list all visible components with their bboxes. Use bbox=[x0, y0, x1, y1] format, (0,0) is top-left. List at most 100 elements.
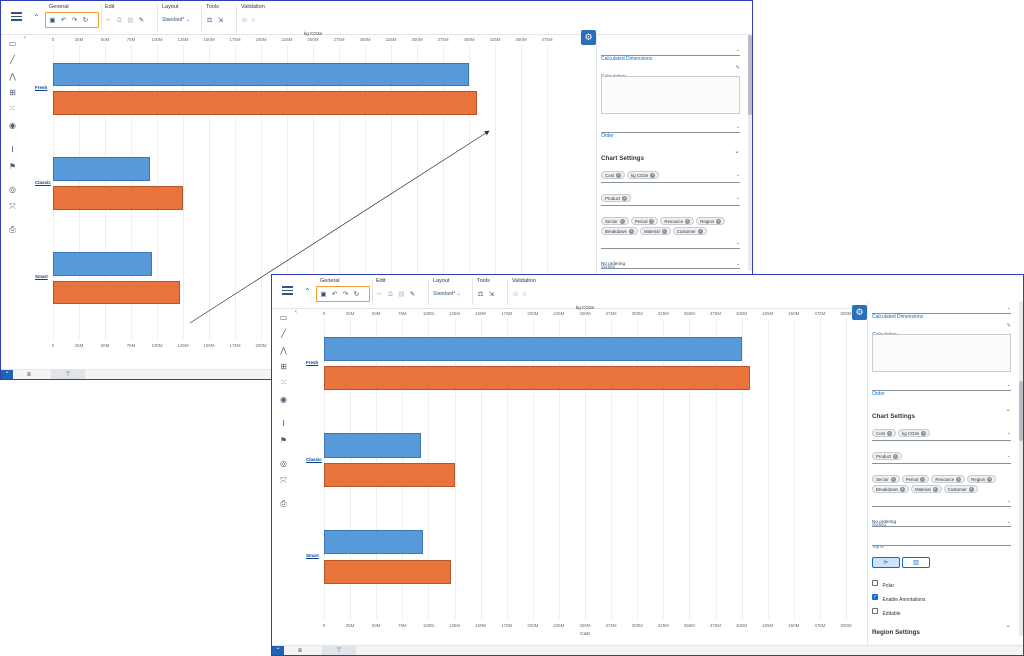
category-label[interactable]: Classic bbox=[35, 179, 51, 185]
vertical-bar-toggle[interactable]: ▥ bbox=[902, 557, 930, 568]
token[interactable]: Sector × bbox=[601, 217, 629, 225]
remove-token-icon[interactable]: × bbox=[616, 172, 622, 178]
remove-token-icon[interactable]: × bbox=[628, 228, 634, 234]
token[interactable]: Resource × bbox=[660, 217, 695, 225]
paste-icon[interactable]: ▤ bbox=[127, 17, 134, 24]
refresh-icon[interactable]: ↻ bbox=[82, 17, 89, 24]
calculation-editor[interactable] bbox=[601, 76, 740, 114]
bar-blue[interactable] bbox=[324, 336, 742, 361]
import-icon[interactable]: ⇲ bbox=[217, 17, 224, 24]
dimensions-field[interactable]: DimensionsProduct×⌄ bbox=[601, 187, 740, 207]
chevron-down-icon[interactable]: ⌄ bbox=[734, 148, 740, 155]
bar-blue[interactable] bbox=[324, 433, 422, 458]
token[interactable]: Material × bbox=[910, 485, 942, 493]
remove-token-icon[interactable]: × bbox=[661, 228, 667, 234]
token[interactable]: Product × bbox=[601, 194, 632, 202]
token[interactable]: Breakdown × bbox=[872, 485, 909, 493]
drilldown-field[interactable]: DrilldownSector×Period×Resource×Region×B… bbox=[872, 468, 1011, 508]
flag-icon[interactable]: ⚑ bbox=[8, 162, 17, 171]
import-icon[interactable]: ⇲ bbox=[488, 291, 495, 298]
category-label[interactable]: Smart bbox=[35, 274, 48, 280]
token[interactable]: Material × bbox=[639, 227, 671, 235]
bar-blue[interactable] bbox=[53, 251, 152, 276]
chevron-down-icon[interactable]: ⌄ bbox=[735, 124, 740, 130]
expand-up-icon[interactable]: ⌃ bbox=[1, 370, 13, 379]
bar-orange[interactable] bbox=[53, 186, 183, 210]
redo-icon[interactable]: ↷ bbox=[71, 17, 78, 24]
format-painter-icon[interactable]: ✎ bbox=[409, 291, 416, 298]
token[interactable]: kg CO2e × bbox=[898, 429, 931, 437]
sorting-field[interactable]: Sorting No ordering ⌄ bbox=[872, 513, 1011, 529]
tools-icon[interactable]: ⚖ bbox=[477, 291, 484, 298]
export-icon[interactable]: ⎙ bbox=[9, 225, 16, 234]
expand-up-icon[interactable]: ⌃ bbox=[272, 646, 284, 655]
chevron-down-icon[interactable]: ⌄ bbox=[735, 195, 740, 201]
token[interactable]: Product × bbox=[872, 452, 903, 460]
remove-token-icon[interactable]: × bbox=[987, 476, 993, 482]
tree-icon[interactable]: ⊤ bbox=[322, 646, 356, 655]
topn-field[interactable]: Top N bbox=[872, 535, 1011, 549]
chart-settings-header[interactable]: Chart Settings ⌄ bbox=[601, 147, 740, 162]
text-cursor-icon[interactable]: Ⅰ bbox=[282, 419, 285, 428]
calculated-dimensions-row[interactable]: Calculated Dimensions ⌄ bbox=[601, 47, 740, 62]
chevron-down-icon[interactable]: ⌄ bbox=[1005, 406, 1011, 413]
sheet-icon[interactable]: ⧈ bbox=[27, 372, 31, 378]
panel-scrollbar[interactable] bbox=[1019, 301, 1023, 636]
chevron-down-icon[interactable]: ⌄ bbox=[735, 261, 740, 267]
token[interactable]: Cost × bbox=[872, 429, 897, 437]
remove-token-icon[interactable]: × bbox=[887, 430, 893, 436]
bar-blue[interactable] bbox=[53, 62, 469, 87]
remove-token-icon[interactable]: × bbox=[921, 430, 927, 436]
text-cursor-icon[interactable]: Ⅰ bbox=[11, 145, 14, 154]
calculated-dimensions-row[interactable]: Calculated Dimensions ⌄ bbox=[872, 305, 1011, 320]
chart-settings-header[interactable]: Chart Settings ⌄ bbox=[872, 405, 1011, 420]
remove-token-icon[interactable]: × bbox=[920, 476, 926, 482]
layout-dropdown[interactable]: Standard* ⌄ bbox=[433, 291, 461, 297]
refresh-icon[interactable]: ↻ bbox=[353, 291, 360, 298]
remove-token-icon[interactable]: × bbox=[622, 195, 628, 201]
polar-checkbox-row[interactable]: Polar bbox=[872, 574, 1011, 589]
token[interactable]: Region × bbox=[696, 217, 726, 225]
chevron-down-icon[interactable]: ⌄ bbox=[1006, 382, 1011, 388]
token[interactable]: Resource × bbox=[931, 475, 966, 483]
editable-checkbox-row[interactable]: Editable bbox=[872, 602, 1011, 617]
bar-orange[interactable] bbox=[324, 366, 750, 391]
eye-icon[interactable]: ◉ bbox=[9, 121, 16, 130]
grid-icon[interactable]: ⊞ bbox=[280, 362, 287, 371]
copy-icon[interactable]: ⧉ bbox=[117, 17, 122, 24]
bar-orange[interactable] bbox=[53, 280, 180, 305]
dots-grid-icon[interactable]: ⁙ bbox=[280, 378, 287, 387]
remove-token-icon[interactable]: × bbox=[649, 218, 655, 224]
cut-icon[interactable]: ✂ bbox=[376, 291, 383, 298]
polar-checkbox[interactable] bbox=[872, 579, 878, 586]
horizontal-bar-toggle[interactable]: ⊫ bbox=[872, 557, 900, 568]
bar-blue[interactable] bbox=[324, 530, 424, 555]
annotations-checkbox-row[interactable]: ✓ Enable Annotations bbox=[872, 588, 1011, 603]
annotation-icon[interactable]: ▭ bbox=[279, 313, 288, 322]
token[interactable]: Period × bbox=[901, 475, 930, 483]
chevron-down-icon[interactable]: ⌄ bbox=[735, 47, 740, 53]
line-icon[interactable]: ╱ bbox=[281, 329, 286, 338]
bar-blue[interactable] bbox=[53, 157, 150, 181]
bar-orange[interactable] bbox=[324, 462, 455, 488]
preview-icon[interactable]: ◎ bbox=[9, 185, 16, 194]
remove-token-icon[interactable]: × bbox=[619, 218, 625, 224]
token[interactable]: kg CO2e × bbox=[627, 171, 660, 179]
expand-icon[interactable]: ⤧ bbox=[9, 202, 16, 211]
measures-field[interactable]: Measures *Cost×kg CO2e×⌄ bbox=[601, 164, 740, 184]
save-icon[interactable]: ▣ bbox=[320, 291, 327, 298]
settings-icon[interactable]: ⚙ bbox=[581, 30, 596, 45]
region-settings-header[interactable]: Region Settings ⌄ bbox=[872, 621, 1011, 636]
remove-token-icon[interactable]: × bbox=[890, 476, 896, 482]
collapse-toolbar-icon[interactable]: ⌃ bbox=[304, 287, 311, 296]
chevron-down-icon[interactable]: ⌄ bbox=[735, 240, 740, 246]
remove-token-icon[interactable]: × bbox=[899, 486, 905, 492]
editable-checkbox[interactable] bbox=[872, 607, 878, 614]
paste-icon[interactable]: ▤ bbox=[398, 291, 405, 298]
token[interactable]: Sector × bbox=[872, 475, 900, 483]
token[interactable]: Customer × bbox=[943, 485, 978, 493]
grid-icon[interactable]: ⊞ bbox=[9, 88, 16, 97]
chevron-down-icon[interactable]: ⌄ bbox=[735, 172, 740, 178]
redo-icon[interactable]: ↷ bbox=[342, 291, 349, 298]
edit-pencil-icon[interactable]: ✎ bbox=[735, 65, 740, 71]
